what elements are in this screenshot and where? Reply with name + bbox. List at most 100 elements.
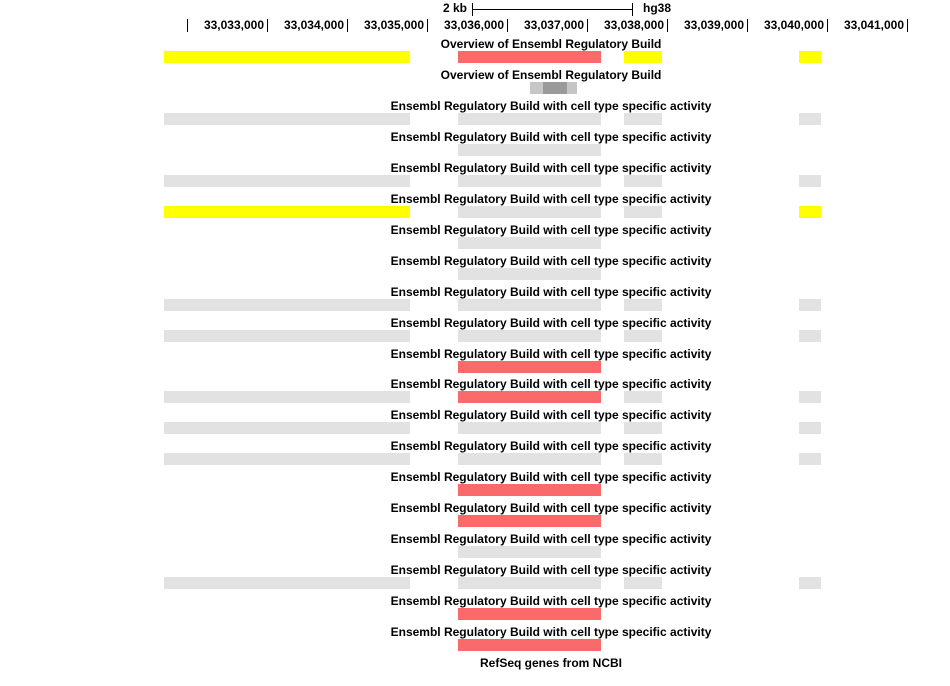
feature-bar[interactable]: [799, 51, 821, 63]
track-row: Ensembl Regulatory Build with cell type …: [0, 100, 950, 131]
track-label: Ensembl Regulatory Build with cell type …: [390, 192, 712, 206]
feature-bar[interactable]: [458, 268, 601, 280]
track-label: Ensembl Regulatory Build with cell type …: [390, 347, 712, 361]
feature-bar[interactable]: [164, 113, 410, 125]
feature-bar[interactable]: [799, 206, 821, 218]
feature-bar[interactable]: [458, 639, 601, 651]
track-label: Ensembl Regulatory Build with cell type …: [390, 316, 712, 330]
feature-bar[interactable]: [164, 330, 410, 342]
ruler-tick-label: 33,035,000: [363, 18, 424, 32]
ruler-tick-label: 33,037,000: [523, 18, 584, 32]
ruler-tick: [267, 19, 268, 32]
scale-bar-line: [472, 9, 633, 10]
feature-bar[interactable]: [624, 422, 662, 434]
feature-bar[interactable]: [799, 422, 821, 434]
track-label: Ensembl Regulatory Build with cell type …: [390, 625, 712, 639]
feature-bar[interactable]: [164, 206, 410, 218]
track-row: Ensembl Regulatory Build with cell type …: [0, 471, 950, 502]
track-label: Ensembl Regulatory Build with cell type …: [390, 254, 712, 268]
feature-bar[interactable]: [458, 453, 601, 465]
ruler-tick-label: 33,034,000: [283, 18, 344, 32]
feature-bar[interactable]: [458, 484, 601, 496]
ruler-tick: [667, 19, 668, 32]
feature-bar[interactable]: [458, 330, 601, 342]
ruler-tick-label: 33,041,000: [843, 18, 904, 32]
track-label: Ensembl Regulatory Build with cell type …: [390, 594, 712, 608]
feature-bar[interactable]: [458, 237, 601, 249]
feature-bar[interactable]: [458, 577, 601, 589]
feature-bar[interactable]: [164, 577, 410, 589]
track-row: Ensembl Regulatory Build with cell type …: [0, 409, 950, 440]
feature-bar[interactable]: [164, 51, 410, 63]
feature-bar[interactable]: [624, 391, 662, 403]
feature-bar[interactable]: [624, 577, 662, 589]
feature-bar[interactable]: [458, 299, 601, 311]
feature-bar[interactable]: [799, 113, 821, 125]
ruler-tick: [907, 19, 908, 32]
feature-bar[interactable]: [567, 82, 577, 94]
track-label: Ensembl Regulatory Build with cell type …: [390, 285, 712, 299]
assembly-label: hg38: [643, 1, 672, 15]
feature-bar[interactable]: [624, 330, 662, 342]
feature-bar[interactable]: [164, 299, 410, 311]
feature-bar[interactable]: [458, 515, 601, 527]
track-row: Ensembl Regulatory Build with cell type …: [0, 131, 950, 162]
feature-bar[interactable]: [458, 175, 601, 187]
ruler-tick: [187, 19, 188, 32]
feature-bar[interactable]: [799, 577, 821, 589]
feature-bar[interactable]: [458, 391, 601, 403]
feature-bar[interactable]: [458, 144, 601, 156]
track-row: Ensembl Regulatory Build with cell type …: [0, 162, 950, 193]
scale-bar-right-tick: [632, 3, 633, 16]
track-label: Ensembl Regulatory Build with cell type …: [390, 130, 712, 144]
feature-bar[interactable]: [624, 299, 662, 311]
scale-bar-left-tick: [472, 3, 473, 16]
track-label: Ensembl Regulatory Build with cell type …: [390, 563, 712, 577]
feature-bar[interactable]: [799, 175, 821, 187]
feature-bar[interactable]: [624, 453, 662, 465]
ruler-tick-label: 33,040,000: [763, 18, 824, 32]
feature-bar[interactable]: [164, 391, 410, 403]
track-label: Ensembl Regulatory Build with cell type …: [390, 532, 712, 546]
track-row: Ensembl Regulatory Build with cell type …: [0, 378, 950, 409]
feature-bar[interactable]: [164, 453, 410, 465]
track-label: Ensembl Regulatory Build with cell type …: [390, 501, 712, 515]
ruler-tick-label: 33,038,000: [603, 18, 664, 32]
feature-bar[interactable]: [458, 546, 601, 558]
feature-bar[interactable]: [458, 51, 601, 63]
track-label: Ensembl Regulatory Build with cell type …: [390, 470, 712, 484]
track-row: Ensembl Regulatory Build with cell type …: [0, 286, 950, 317]
feature-bar[interactable]: [624, 51, 662, 63]
feature-bar[interactable]: [799, 330, 821, 342]
feature-bar[interactable]: [624, 206, 662, 218]
track-label: Ensembl Regulatory Build with cell type …: [390, 439, 712, 453]
ruler-tick: [587, 19, 588, 32]
feature-bar[interactable]: [543, 82, 567, 94]
feature-bar[interactable]: [799, 391, 821, 403]
track-row: Ensembl Regulatory Build with cell type …: [0, 348, 950, 379]
feature-bar[interactable]: [624, 175, 662, 187]
feature-bar[interactable]: [624, 113, 662, 125]
feature-bar[interactable]: [799, 453, 821, 465]
feature-bar[interactable]: [458, 422, 601, 434]
ruler-tick: [427, 19, 428, 32]
ruler-tick-label: 33,039,000: [683, 18, 744, 32]
track-row: Ensembl Regulatory Build with cell type …: [0, 595, 950, 626]
feature-bar[interactable]: [530, 82, 543, 94]
track-label: Overview of Ensembl Regulatory Build: [440, 68, 662, 82]
track-label: Ensembl Regulatory Build with cell type …: [390, 377, 712, 391]
ruler-tick-label: 33,033,000: [203, 18, 264, 32]
feature-bar[interactable]: [458, 113, 601, 125]
feature-bar[interactable]: [458, 361, 601, 373]
track-row: RefSeq genes from NCBI: [0, 657, 950, 686]
feature-bar[interactable]: [458, 608, 601, 620]
track-row: Ensembl Regulatory Build with cell type …: [0, 317, 950, 348]
ruler-tick-label: 33,036,000: [443, 18, 504, 32]
feature-bar[interactable]: [799, 299, 821, 311]
track-row: Ensembl Regulatory Build with cell type …: [0, 533, 950, 564]
track-row: Ensembl Regulatory Build with cell type …: [0, 502, 950, 533]
feature-bar[interactable]: [164, 422, 410, 434]
feature-bar[interactable]: [164, 175, 410, 187]
feature-bar[interactable]: [458, 206, 601, 218]
